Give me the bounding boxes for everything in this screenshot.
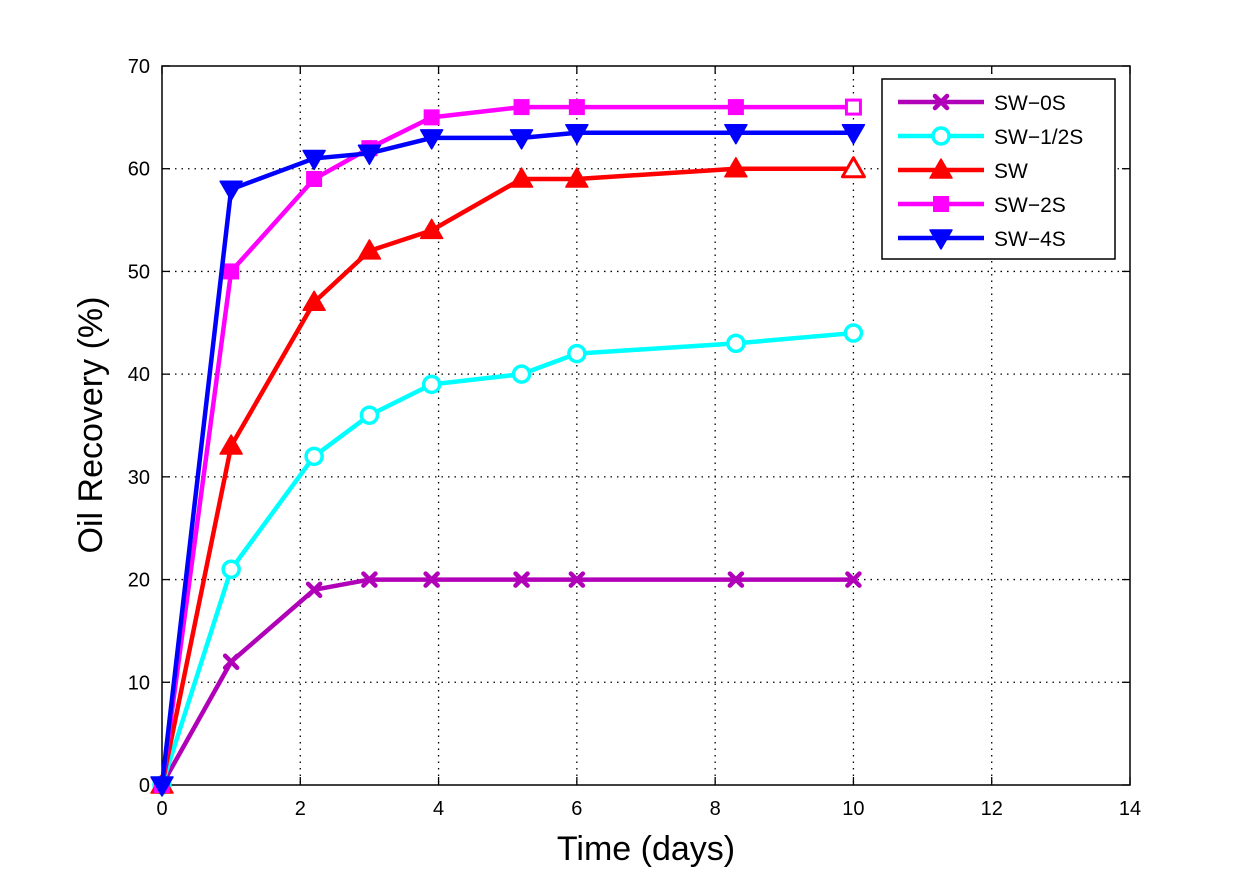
x-axis-label: Time (days) <box>557 830 735 868</box>
x-tick-label: 4 <box>433 798 444 820</box>
y-axis-label: Oil Recovery (%) <box>72 297 110 554</box>
legend-marker <box>931 126 951 146</box>
x-tick-label: 8 <box>710 798 721 820</box>
y-tick-label: 20 <box>128 570 150 592</box>
data-point <box>565 167 589 188</box>
grid-lines <box>162 66 1130 785</box>
y-tick-label: 30 <box>128 467 150 489</box>
data-point <box>567 343 587 364</box>
data-point <box>150 776 174 797</box>
x-tick-label: 14 <box>1119 798 1141 820</box>
legend: SW−0S SW−1/2S SW SW−2S SW−4S <box>881 78 1116 260</box>
data-point <box>359 405 380 425</box>
legend-entry: SW−1/2S <box>898 126 1083 149</box>
data-point <box>304 446 324 467</box>
legend-marker <box>932 93 950 111</box>
data-point <box>841 124 866 145</box>
data-point <box>221 559 241 580</box>
data-point <box>513 99 530 116</box>
legend-marker <box>933 196 949 212</box>
data-point <box>421 374 442 395</box>
x-tick-label: 2 <box>295 798 306 820</box>
y-tick-label: 50 <box>128 261 150 283</box>
data-point <box>724 156 748 178</box>
series-3 <box>150 156 866 794</box>
data-point <box>727 99 744 116</box>
plot-frame <box>161 65 1131 786</box>
data-point <box>306 170 323 187</box>
y-tick-label: 60 <box>128 159 150 181</box>
y-tick-label: 40 <box>128 364 150 386</box>
data-point <box>361 571 378 588</box>
data-point <box>419 129 444 150</box>
y-tick-label: 10 <box>128 672 150 694</box>
data-point <box>423 109 440 126</box>
x-tick-label: 12 <box>981 798 1003 820</box>
data-point <box>844 98 862 116</box>
series-2 <box>152 323 864 795</box>
legend-label: SW−1/2S <box>994 126 1083 149</box>
data-point <box>357 144 382 166</box>
data-point <box>219 180 243 202</box>
data-point <box>513 571 530 588</box>
data-point <box>727 571 745 588</box>
legend-entry: SW <box>898 158 1028 183</box>
data-point <box>302 149 326 171</box>
data-point <box>223 263 240 280</box>
data-point <box>222 653 240 670</box>
data-point <box>357 239 382 260</box>
data-point <box>219 434 243 455</box>
data-point <box>843 323 864 343</box>
legend-entry: SW−4S <box>898 228 1066 251</box>
y-tick-label: 70 <box>128 56 150 78</box>
data-point <box>509 129 534 150</box>
x-tick-label: 0 <box>156 798 167 820</box>
data-point <box>305 581 323 599</box>
x-tick-label: 10 <box>842 798 864 820</box>
data-point <box>840 156 866 179</box>
data-point <box>423 571 440 588</box>
legend-marker <box>929 229 953 250</box>
legend-label: SW−4S <box>994 228 1066 251</box>
data-point <box>726 333 746 354</box>
y-tick-label: 0 <box>139 775 150 797</box>
legend-label: SW <box>994 160 1028 183</box>
data-point <box>565 124 589 145</box>
data-point <box>511 364 532 384</box>
data-point <box>568 571 586 588</box>
axis-ticks: 0 2 4 6 8 10 12 14 0 10 20 30 40 50 60 70 <box>128 56 1141 820</box>
data-point <box>724 124 748 145</box>
legend-label: SW−2S <box>994 194 1066 217</box>
data-point <box>845 571 862 588</box>
legend-entry: SW−0S <box>898 92 1066 115</box>
legend-marker <box>929 158 953 179</box>
legend-label: SW−0S <box>994 92 1066 115</box>
data-point <box>568 99 585 116</box>
x-tick-label: 6 <box>571 798 582 820</box>
series-5 <box>150 124 866 797</box>
series-layer <box>150 98 866 797</box>
data-point <box>509 167 534 188</box>
data-point <box>302 290 326 311</box>
data-point <box>419 218 444 240</box>
legend-entry: SW−2S <box>898 194 1066 217</box>
